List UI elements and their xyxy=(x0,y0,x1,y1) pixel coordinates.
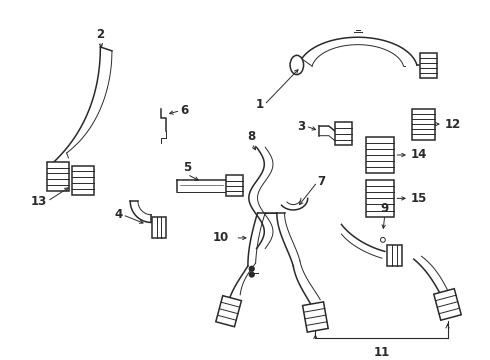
Bar xyxy=(434,289,461,320)
Bar xyxy=(412,109,435,140)
Ellipse shape xyxy=(290,55,304,75)
Text: 1: 1 xyxy=(256,98,264,111)
Bar xyxy=(335,122,352,145)
Circle shape xyxy=(381,238,385,242)
Text: 3: 3 xyxy=(297,120,306,132)
Text: 6: 6 xyxy=(180,104,189,117)
Text: 12: 12 xyxy=(444,118,461,131)
Text: 4: 4 xyxy=(114,208,122,221)
Text: 15: 15 xyxy=(411,192,427,205)
Bar xyxy=(420,53,437,78)
Bar xyxy=(366,180,394,217)
Text: 2: 2 xyxy=(97,28,104,41)
Bar xyxy=(303,302,328,332)
Text: 5: 5 xyxy=(183,161,191,174)
Bar xyxy=(387,245,402,266)
Text: 14: 14 xyxy=(411,148,427,162)
Text: 11: 11 xyxy=(373,346,390,359)
Bar xyxy=(226,175,243,197)
Text: 13: 13 xyxy=(31,195,48,208)
Bar xyxy=(48,162,69,191)
Bar xyxy=(216,296,242,327)
Bar xyxy=(73,166,94,194)
Bar xyxy=(152,217,166,238)
Text: 7: 7 xyxy=(318,175,325,189)
Circle shape xyxy=(249,266,254,271)
Bar xyxy=(366,137,394,173)
Circle shape xyxy=(249,272,254,277)
Text: 9: 9 xyxy=(381,202,389,215)
Text: 10: 10 xyxy=(212,231,229,244)
Text: 8: 8 xyxy=(247,130,256,143)
